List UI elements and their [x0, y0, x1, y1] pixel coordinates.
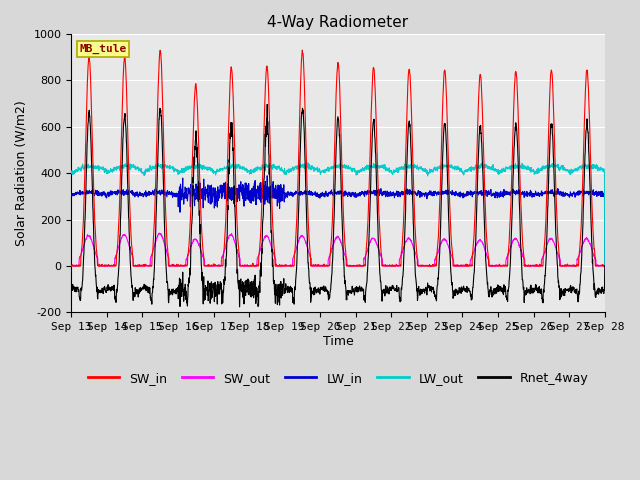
- Rnet_4way: [354, 286, 362, 292]
- LW_in: [216, 188, 224, 194]
- LW_out: [304, 160, 312, 166]
- Line: Rnet_4way: Rnet_4way: [71, 104, 605, 307]
- LW_in: [264, 173, 271, 179]
- Text: MB_tule: MB_tule: [79, 44, 127, 54]
- SW_out: [554, 251, 562, 257]
- LW_out: [569, 167, 577, 173]
- Rnet_4way: [493, 288, 501, 294]
- SW_in: [298, 47, 306, 53]
- SW_out: [569, 263, 577, 268]
- SW_in: [67, 263, 75, 268]
- X-axis label: Time: Time: [323, 335, 353, 348]
- Line: SW_out: SW_out: [71, 233, 605, 266]
- LW_in: [493, 190, 501, 195]
- LW_out: [67, 170, 75, 176]
- SW_out: [217, 263, 225, 269]
- Line: LW_in: LW_in: [71, 176, 605, 266]
- LW_out: [353, 172, 361, 178]
- Rnet_4way: [365, 227, 373, 233]
- SW_in: [554, 239, 562, 245]
- SW_in: [354, 263, 362, 269]
- LW_in: [554, 191, 562, 197]
- SW_out: [365, 241, 373, 247]
- LW_out: [365, 162, 373, 168]
- SW_out: [68, 263, 76, 269]
- SW_in: [569, 263, 577, 269]
- SW_in: [216, 263, 224, 269]
- SW_in: [68, 263, 76, 269]
- SW_out: [601, 263, 609, 269]
- SW_out: [354, 263, 362, 268]
- LW_out: [554, 165, 562, 170]
- Rnet_4way: [601, 263, 609, 269]
- Rnet_4way: [554, 276, 562, 281]
- LW_in: [569, 192, 577, 198]
- LW_in: [365, 189, 373, 195]
- LW_out: [493, 168, 501, 174]
- SW_out: [156, 230, 163, 236]
- SW_out: [493, 263, 501, 269]
- Title: 4-Way Radiometer: 4-Way Radiometer: [268, 15, 408, 30]
- Rnet_4way: [236, 304, 243, 310]
- Rnet_4way: [264, 101, 271, 107]
- Rnet_4way: [216, 286, 224, 292]
- LW_in: [353, 193, 361, 199]
- LW_in: [67, 192, 75, 198]
- Legend: SW_in, SW_out, LW_in, LW_out, Rnet_4way: SW_in, SW_out, LW_in, LW_out, Rnet_4way: [83, 367, 593, 390]
- Line: SW_in: SW_in: [71, 50, 605, 266]
- Rnet_4way: [67, 284, 75, 289]
- Rnet_4way: [569, 284, 577, 289]
- Y-axis label: Solar Radiation (W/m2): Solar Radiation (W/m2): [15, 100, 28, 246]
- LW_out: [216, 166, 224, 171]
- SW_in: [365, 180, 373, 186]
- SW_in: [601, 263, 609, 269]
- SW_out: [67, 263, 75, 269]
- SW_in: [493, 263, 501, 268]
- Line: LW_out: LW_out: [71, 163, 605, 266]
- LW_in: [601, 263, 609, 269]
- LW_out: [601, 263, 609, 269]
